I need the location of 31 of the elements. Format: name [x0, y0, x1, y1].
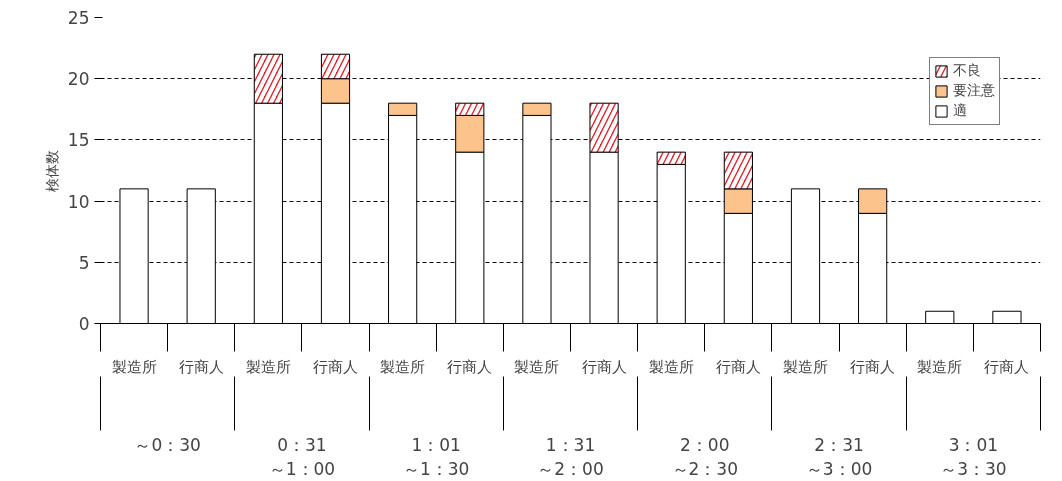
y-tick-label: 10: [67, 191, 90, 212]
y-tick-label: 25: [67, 8, 90, 28]
y-axis-title: 検体数: [43, 149, 60, 192]
x-tick-label: 製造所: [111, 357, 157, 376]
x-tick-label: 製造所: [514, 357, 560, 376]
text: 1：31 ～2：00: [537, 434, 604, 479]
x-tick-label: 製造所: [380, 357, 426, 376]
legend-label: 不良: [953, 62, 981, 80]
legend-label: 要注意: [953, 82, 995, 100]
x-tick-label: 行商人: [581, 357, 627, 376]
legend-label: 適: [953, 102, 968, 120]
x-tick-label: 製造所: [917, 357, 963, 376]
text: 0：31 ～1：00: [268, 434, 336, 479]
text: ～0：30: [134, 434, 201, 455]
x-tick-label: 行商人: [313, 357, 358, 376]
x-tick-label: 行商人: [984, 357, 1030, 376]
x-tick-label: 行商人: [715, 357, 761, 376]
x-tick-label: 製造所: [783, 357, 828, 376]
y-tick-label: 5: [78, 252, 90, 273]
y-tick-label: 0: [78, 314, 90, 334]
x-tick-label: 製造所: [648, 357, 694, 376]
x-tick-label: 行商人: [850, 357, 896, 376]
y-tick-label: 20: [67, 69, 90, 90]
y-tick-label: 15: [67, 130, 90, 151]
x-tick-label: 行商人: [447, 357, 493, 376]
text: 2：00 ～2：30: [671, 434, 739, 479]
text: 2：31 ～3：00: [805, 434, 873, 479]
text: 1：01 ～1：30: [402, 434, 470, 479]
text: 3：01 ～3：30: [940, 434, 1007, 479]
x-tick-label: 製造所: [245, 357, 291, 376]
x-tick-label: 行商人: [178, 357, 224, 376]
